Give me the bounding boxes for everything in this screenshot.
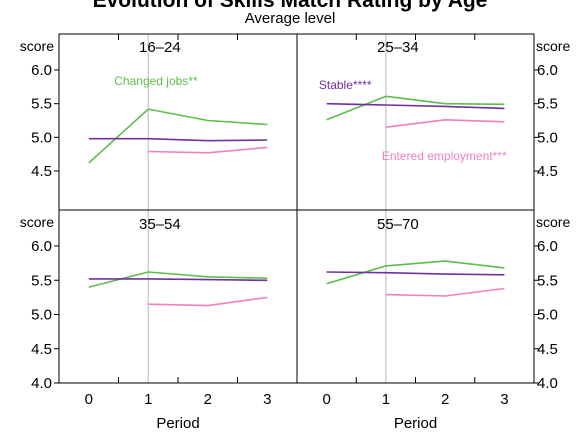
y-tick-label-left: 4.5 bbox=[31, 341, 52, 358]
series-line-stable bbox=[326, 271, 505, 276]
panel-label: 25–34 bbox=[377, 39, 419, 56]
y-tick-label-left: 4.5 bbox=[31, 163, 52, 180]
y-tick-label-right: 5.0 bbox=[537, 307, 558, 324]
series-line-changed bbox=[326, 260, 505, 285]
x-tick-label: 1 bbox=[382, 391, 390, 408]
x-axis-label: Period bbox=[156, 415, 199, 432]
y-tick-label-right: 5.5 bbox=[537, 96, 558, 113]
panel-label: 16–24 bbox=[139, 39, 181, 56]
series-line-stable bbox=[88, 278, 268, 282]
y-tick-label-left: 6.0 bbox=[31, 62, 52, 79]
y-tick-label-left: 5.0 bbox=[31, 129, 52, 146]
y-tick-label-right: 6.0 bbox=[537, 62, 558, 79]
series-line-stable bbox=[326, 102, 505, 110]
x-tick-label: 0 bbox=[322, 391, 330, 408]
series-line-entered bbox=[385, 119, 505, 128]
x-tick-label: 2 bbox=[441, 391, 449, 408]
y-tick-label-left: 4.0 bbox=[31, 375, 52, 392]
series-line-stable bbox=[88, 137, 268, 142]
panel-label: 55–70 bbox=[377, 216, 419, 233]
y-axis-unit-right: score bbox=[536, 214, 570, 230]
series-line-entered bbox=[148, 146, 268, 154]
panel-label: 35–54 bbox=[139, 216, 181, 233]
y-axis-unit-left: score bbox=[20, 38, 54, 54]
y-tick-label-left: 5.5 bbox=[31, 272, 52, 289]
x-tick-label: 3 bbox=[500, 391, 508, 408]
series-line-entered bbox=[385, 287, 505, 297]
x-tick-label: 0 bbox=[85, 391, 93, 408]
annotation-changed: Changed jobs** bbox=[114, 74, 198, 88]
x-tick-label: 3 bbox=[263, 391, 271, 408]
y-tick-label-left: 5.5 bbox=[31, 96, 52, 113]
y-axis-unit-left: score bbox=[20, 214, 54, 230]
annotation-entered: Entered employment*** bbox=[382, 149, 507, 163]
y-tick-label-right: 4.0 bbox=[537, 375, 558, 392]
x-tick-label: 2 bbox=[204, 391, 212, 408]
y-tick-label-right: 4.5 bbox=[537, 163, 558, 180]
x-tick-label: 1 bbox=[144, 391, 152, 408]
chart-subtitle: Average level bbox=[244, 10, 336, 27]
chart-title: Evolution of Skills Match Rating by Age bbox=[92, 0, 488, 12]
y-axis-unit-right: score bbox=[536, 38, 570, 54]
series-line-changed bbox=[88, 108, 268, 164]
y-tick-label-right: 5.0 bbox=[537, 129, 558, 146]
y-tick-label-left: 6.0 bbox=[31, 238, 52, 255]
annotation-stable: Stable**** bbox=[319, 78, 372, 92]
y-tick-label-right: 5.5 bbox=[537, 272, 558, 289]
series-line-changed bbox=[326, 95, 505, 121]
y-tick-label-left: 5.0 bbox=[31, 307, 52, 324]
y-tick-label-right: 4.5 bbox=[537, 341, 558, 358]
x-axis-label: Period bbox=[394, 415, 437, 432]
series-line-entered bbox=[148, 296, 268, 307]
y-tick-label-right: 6.0 bbox=[537, 238, 558, 255]
